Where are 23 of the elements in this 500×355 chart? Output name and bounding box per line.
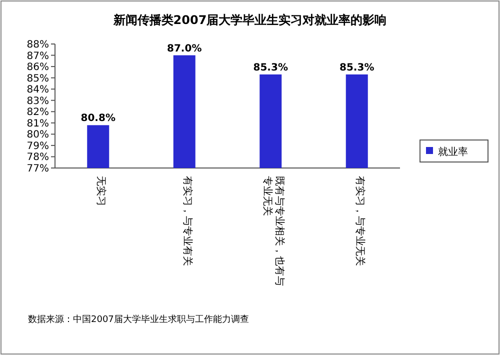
y-tick-label: 82% — [26, 107, 49, 118]
x-tick-label: 有实习，与专业有关 — [181, 176, 194, 266]
y-tick-label: 79% — [26, 140, 49, 152]
y-tick-label: 86% — [26, 62, 49, 74]
chart-title: 新闻传播类2007届大学毕业生实习对就业率的影响 — [112, 13, 387, 27]
data-label: 85.3% — [340, 62, 374, 74]
y-tick-label: 78% — [26, 152, 49, 164]
y-tick-label: 85% — [26, 73, 49, 84]
y-tick-label: 83% — [26, 96, 49, 107]
data-label: 80.8% — [80, 113, 116, 124]
y-tick-label: 88% — [26, 40, 49, 50]
y-tick-label: 81% — [26, 118, 49, 130]
x-tick-label: 有实习，与专业无关 — [354, 176, 366, 266]
y-tick-label: 77% — [26, 164, 49, 174]
legend-label: 就业率 — [438, 146, 468, 158]
source-note: 数据来源：中国2007届大学毕业生求职与工作能力调查 — [28, 314, 249, 325]
x-tick-label: 无实习 — [95, 176, 108, 206]
y-tick-label: 80% — [26, 130, 49, 141]
y-tick-label: 84% — [26, 84, 49, 96]
data-label: 87.0% — [167, 43, 202, 54]
x-tick-label: 既有与专业相关，也有与专业无关 — [262, 176, 286, 286]
y-tick-label: 87% — [26, 50, 49, 62]
data-label: 85.3% — [253, 62, 288, 74]
